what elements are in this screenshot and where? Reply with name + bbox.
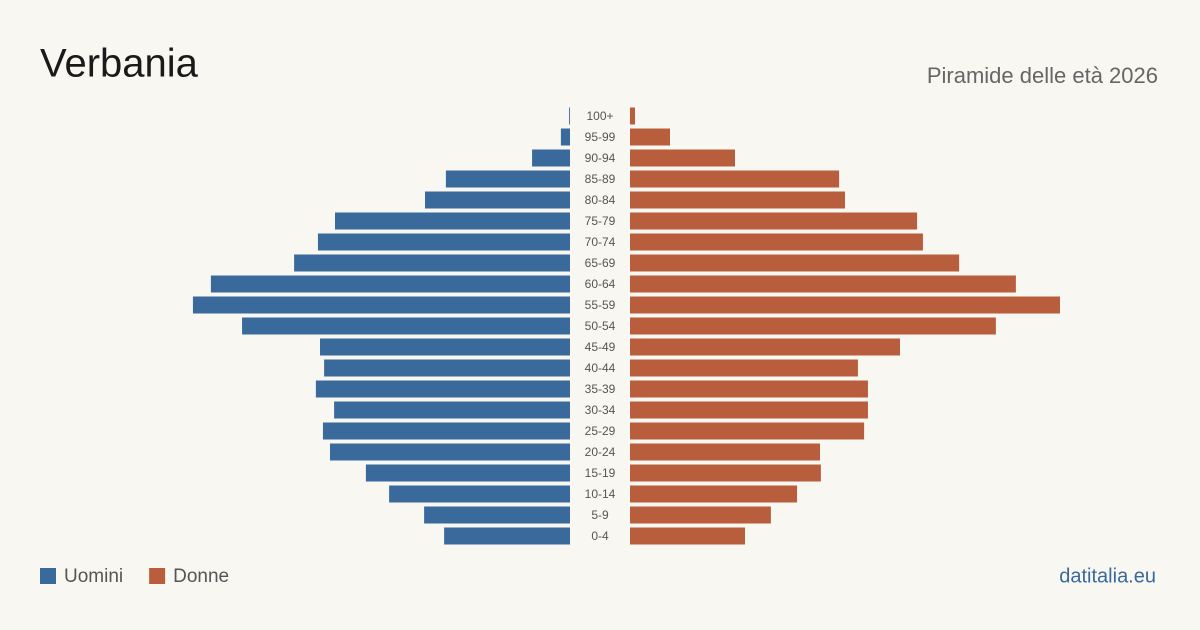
bar (630, 254, 960, 272)
age-label: 75-79 (585, 214, 616, 228)
age-label: 50-54 (585, 319, 616, 333)
age-label: 30-34 (585, 403, 616, 417)
bar (630, 149, 735, 167)
legend-label: Donne (173, 566, 229, 587)
chart-title: Verbania (40, 42, 199, 86)
source: datitalia.eu (1059, 565, 1156, 587)
age-label: 65-69 (585, 256, 616, 270)
age-label: 5-9 (591, 508, 609, 522)
bar (630, 380, 868, 398)
bar (569, 107, 570, 125)
bar (317, 233, 570, 251)
bar (630, 275, 1016, 293)
bar (630, 338, 900, 356)
bar (630, 191, 845, 209)
bar (630, 464, 821, 482)
bar (630, 107, 635, 125)
bar (630, 233, 923, 251)
age-label: 90-94 (585, 151, 616, 165)
bar (560, 128, 570, 146)
age-label: 55-59 (585, 298, 616, 312)
legend-swatch (149, 568, 166, 584)
bar (335, 212, 570, 230)
age-label: 35-39 (585, 382, 616, 396)
age-label: 25-29 (585, 424, 616, 438)
age-label: 95-99 (585, 130, 616, 144)
bar (630, 506, 771, 524)
bar (210, 275, 570, 293)
legend-swatch (40, 568, 56, 584)
bar (630, 212, 918, 230)
bar (425, 191, 570, 209)
bar (334, 401, 570, 419)
chart-subtitle: Piramide delle età 2026 (927, 63, 1158, 88)
age-label: 60-64 (585, 277, 616, 291)
bar (630, 527, 745, 545)
age-label: 0-4 (591, 529, 609, 543)
bar (192, 296, 571, 314)
bar (630, 128, 670, 146)
bar (630, 296, 1060, 314)
age-label: 45-49 (585, 340, 616, 354)
age-label: 85-89 (585, 172, 616, 186)
age-label: 70-74 (585, 235, 616, 249)
bar (630, 401, 868, 419)
age-label: 100+ (586, 109, 613, 123)
bar (320, 338, 570, 356)
bar (315, 380, 570, 398)
age-label: 10-14 (585, 487, 616, 501)
bar (532, 149, 570, 167)
bar (365, 464, 570, 482)
bar (389, 485, 570, 503)
bar (324, 359, 570, 377)
bar (242, 317, 570, 335)
bar (630, 443, 820, 461)
bar (445, 170, 570, 188)
bar (330, 443, 570, 461)
bar (630, 485, 798, 503)
bar (424, 506, 570, 524)
bar (630, 359, 858, 377)
bar (630, 317, 996, 335)
age-label: 15-19 (585, 466, 616, 480)
age-label: 40-44 (585, 361, 616, 375)
bar (322, 422, 570, 440)
bar (294, 254, 570, 272)
bar (630, 422, 865, 440)
legend-label: Uomini (64, 566, 123, 587)
bar (630, 170, 840, 188)
age-label: 20-24 (585, 445, 616, 459)
bar (444, 527, 570, 545)
age-label: 80-84 (585, 193, 616, 207)
